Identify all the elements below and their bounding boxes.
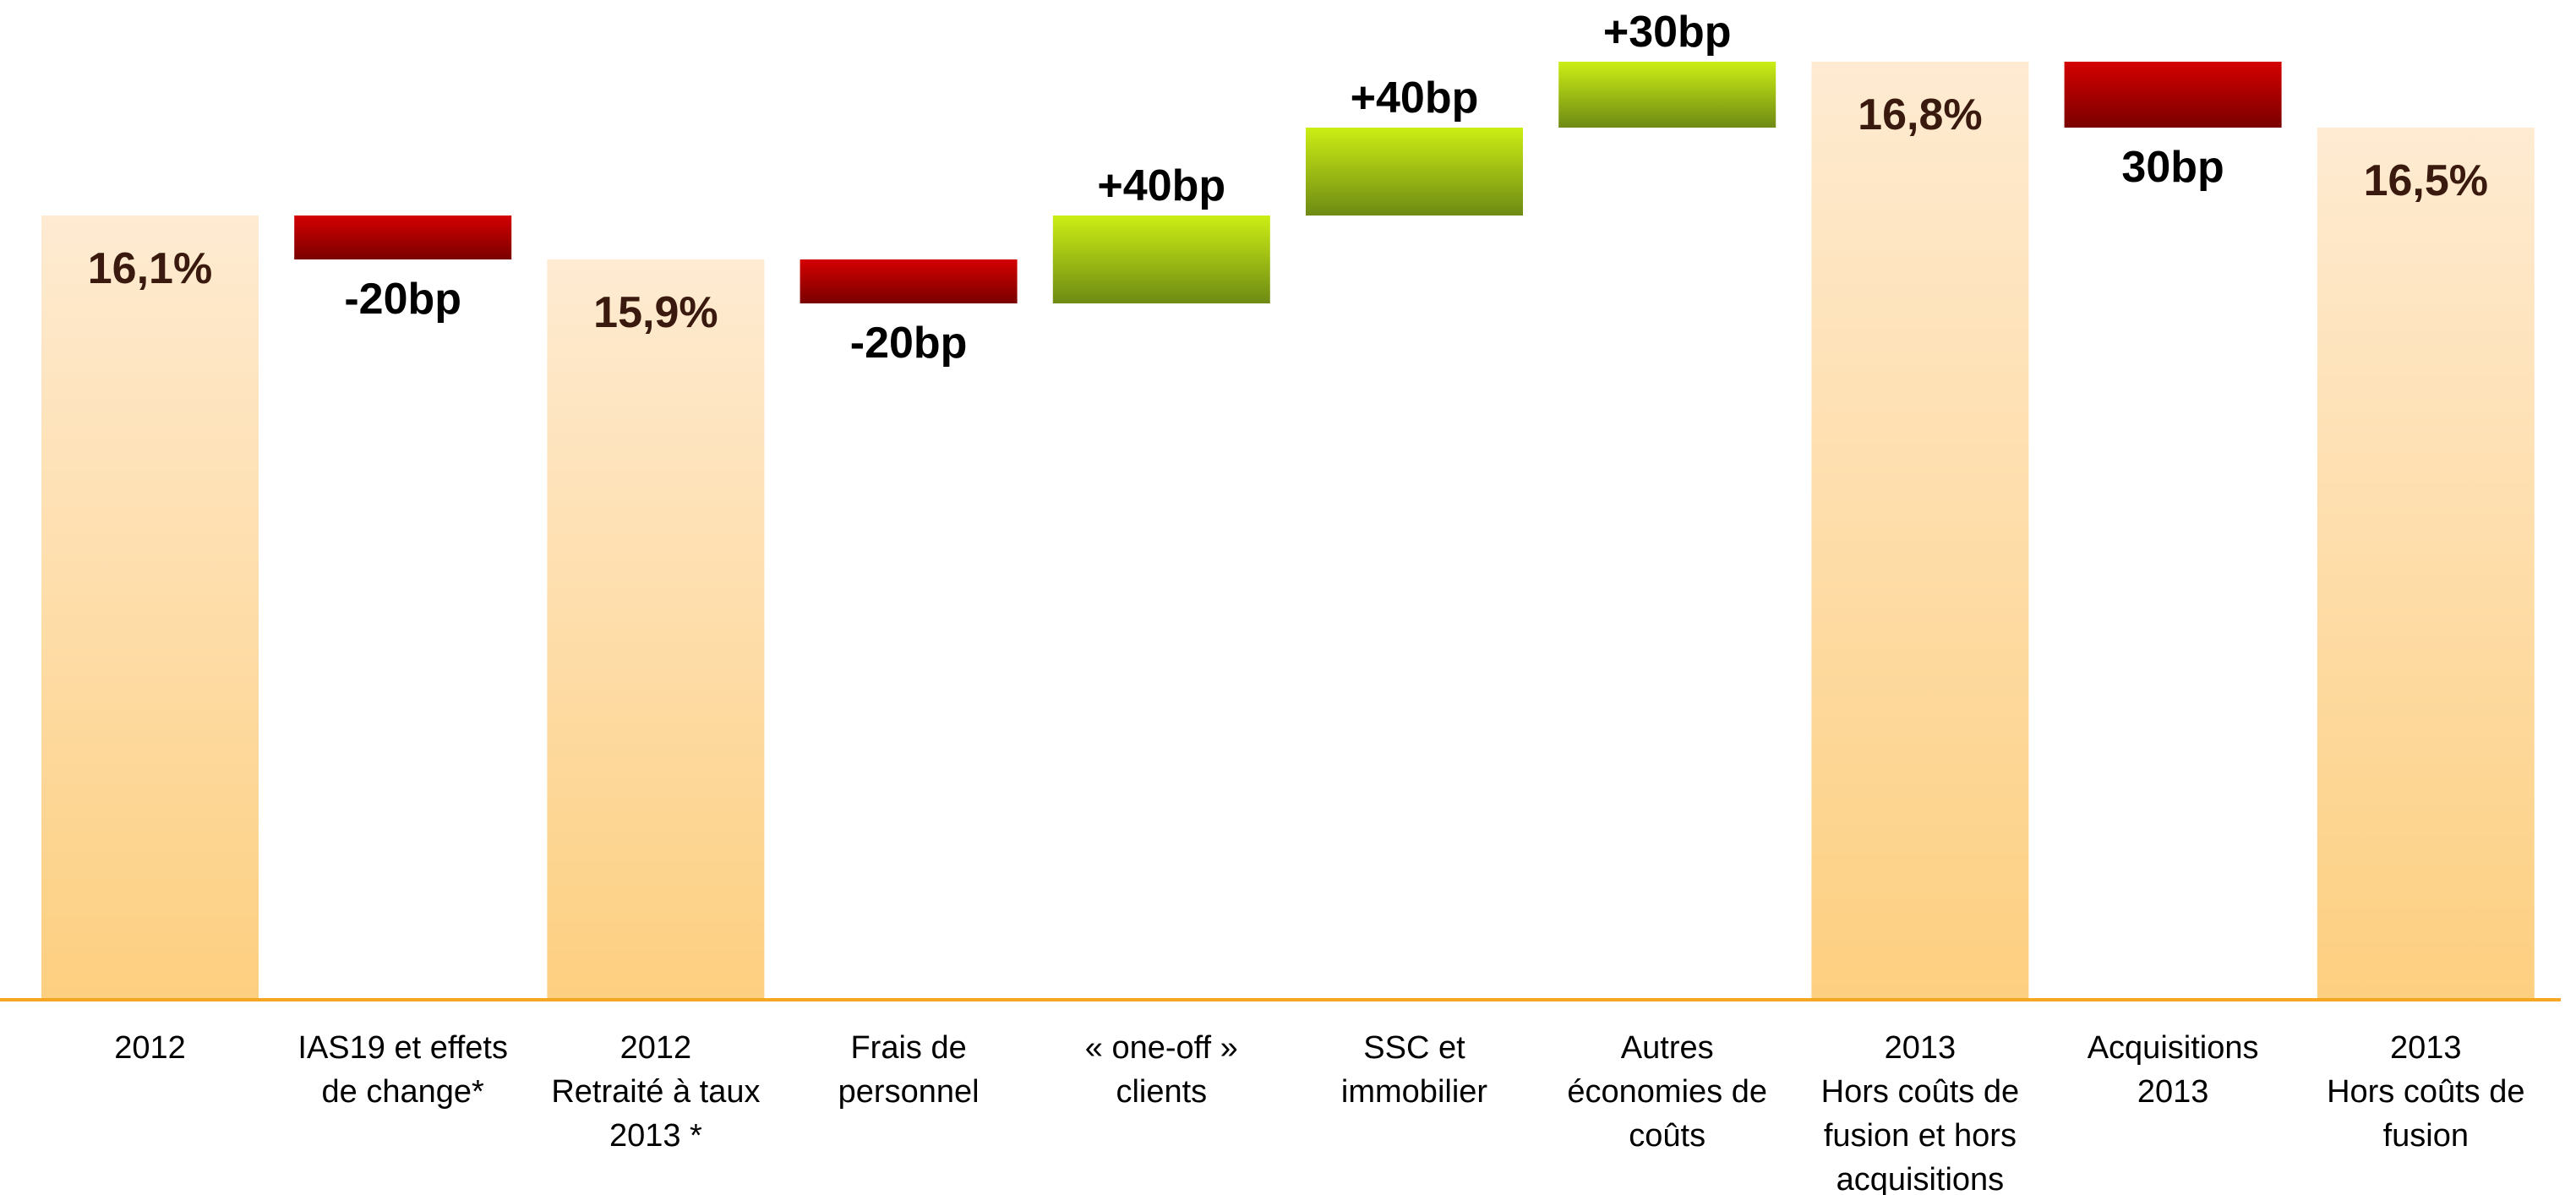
category-label-line: Acquisitions bbox=[2088, 1030, 2259, 1066]
bar-increase-6 bbox=[1306, 128, 1523, 216]
bar-total-3 bbox=[547, 259, 765, 1000]
category-label-4: Frais de personnel bbox=[838, 1030, 980, 1110]
value-label-8: 16,8% bbox=[1858, 90, 1982, 139]
category-label-line: IAS19 et effets bbox=[297, 1030, 508, 1066]
value-label-10: 16,5% bbox=[2364, 156, 2488, 205]
value-label-6: +40bp bbox=[1351, 74, 1479, 123]
category-label-line: 2013 bbox=[2137, 1074, 2209, 1110]
category-label-line: économies de bbox=[1567, 1074, 1767, 1110]
value-label-7: +30bp bbox=[1603, 8, 1732, 57]
category-label-line: personnel bbox=[838, 1074, 980, 1110]
value-label-5: +40bp bbox=[1097, 161, 1225, 210]
category-labels-group: 2012 IAS19 et effets de change* 2012 Retrait… bbox=[114, 1030, 2524, 1195]
category-label-line: 2013 bbox=[1885, 1030, 1957, 1066]
category-label-8: 2013 Hors coûts de fusion et hors acquisiti… bbox=[1821, 1030, 2019, 1195]
category-label-line: Hors coûts de bbox=[2327, 1074, 2524, 1110]
category-label-line: acquisitions bbox=[1836, 1162, 2005, 1195]
value-label-9: 30bp bbox=[2121, 143, 2224, 192]
category-label-3: 2012 Retraité à taux 2013 * bbox=[551, 1030, 760, 1154]
category-label-line: Frais de bbox=[850, 1030, 966, 1066]
bar-increase-5 bbox=[1052, 216, 1270, 303]
category-label-line: fusion et hors bbox=[1824, 1118, 2017, 1154]
value-label-4: -20bp bbox=[850, 319, 968, 368]
category-label-line: 2013 * bbox=[609, 1118, 702, 1154]
category-label-9: Acquisitions 2013 bbox=[2088, 1030, 2259, 1110]
category-label-7: Autres économies de coûts bbox=[1567, 1030, 1767, 1154]
value-label-1: 16,1% bbox=[88, 244, 212, 293]
category-label-line: fusion bbox=[2383, 1118, 2469, 1154]
category-label-10: 2013 Hors coûts de fusion bbox=[2327, 1030, 2524, 1154]
category-label-line: 2012 bbox=[114, 1030, 186, 1066]
category-label-line: SSC et bbox=[1363, 1030, 1465, 1066]
category-label-line: Autres bbox=[1621, 1030, 1714, 1066]
value-label-3: 15,9% bbox=[593, 288, 718, 337]
bar-decrease-9 bbox=[2064, 62, 2282, 128]
category-label-line: coûts bbox=[1629, 1118, 1706, 1154]
category-label-1: 2012 bbox=[114, 1030, 186, 1066]
bar-decrease-2 bbox=[294, 216, 512, 259]
category-label-2: IAS19 et effets de change* bbox=[297, 1030, 508, 1110]
category-label-line: 2012 bbox=[620, 1030, 692, 1066]
category-label-line: Retraité à taux bbox=[551, 1074, 760, 1110]
bar-total-10 bbox=[2317, 128, 2535, 1000]
category-label-line: Hors coûts de bbox=[1821, 1074, 2019, 1110]
category-label-6: SSC et immobilier bbox=[1341, 1030, 1487, 1110]
bar-total-1 bbox=[41, 216, 259, 1000]
category-label-line: « one-off » bbox=[1085, 1030, 1238, 1066]
bar-increase-7 bbox=[1558, 62, 1776, 128]
bars-group bbox=[41, 62, 2535, 1000]
value-label-2: -20bp bbox=[344, 275, 461, 324]
category-label-line: immobilier bbox=[1341, 1074, 1487, 1110]
category-label-5: « one-off » clients bbox=[1085, 1030, 1238, 1110]
bar-decrease-4 bbox=[800, 259, 1018, 303]
category-label-line: clients bbox=[1116, 1074, 1207, 1110]
category-label-line: 2013 bbox=[2390, 1030, 2462, 1066]
value-labels-group: 16,1% -20bp 15,9% -20bp +40bp +40bp +30bp 16,8%… bbox=[88, 8, 2488, 368]
bar-total-8 bbox=[1811, 62, 2029, 1000]
category-label-line: de change* bbox=[322, 1074, 484, 1110]
